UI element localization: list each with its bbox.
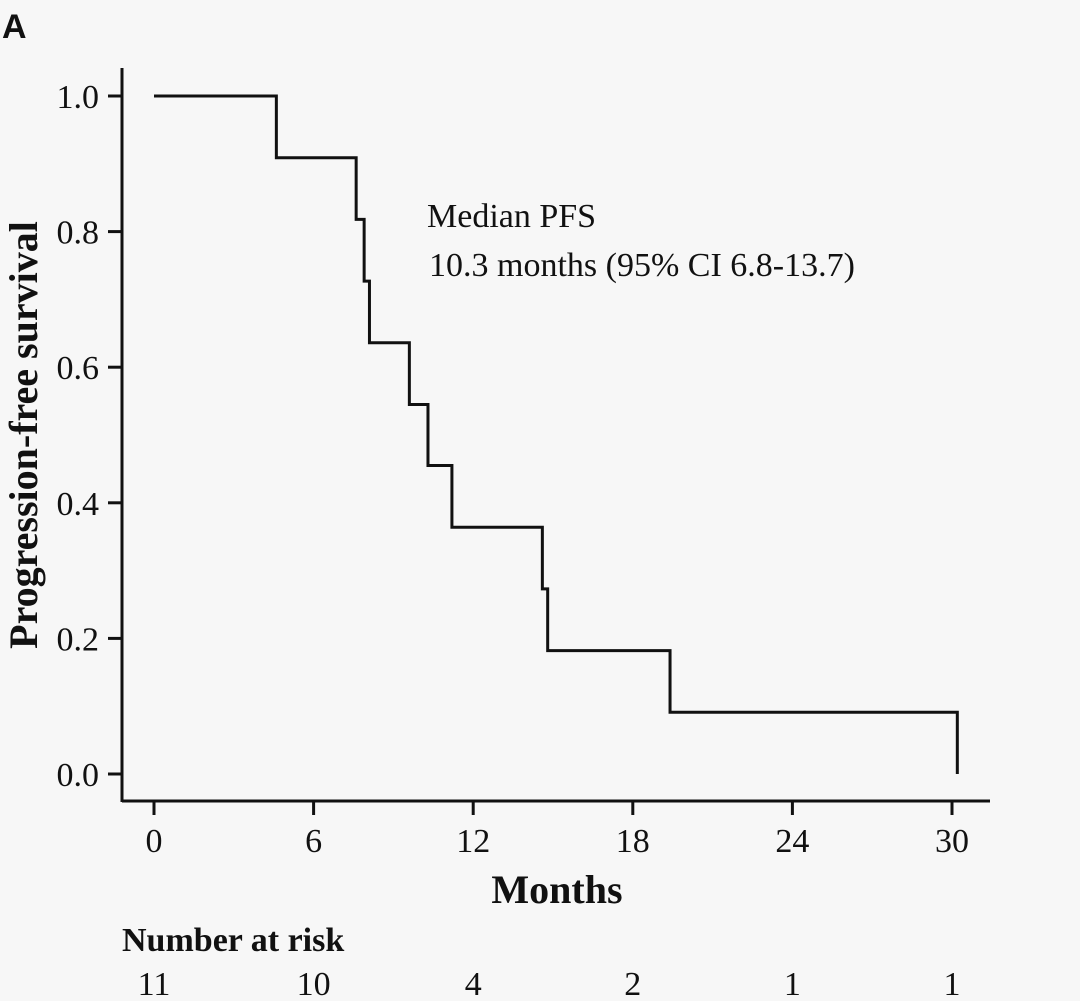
x-tick-label: 6 — [305, 823, 322, 860]
y-tick-label: 0.0 — [57, 757, 100, 794]
axes — [120, 68, 990, 803]
risk-value: 2 — [624, 966, 641, 1001]
panel-label: A — [2, 8, 27, 46]
y-axis-title: Progression-free survival — [1, 221, 46, 649]
risk-value: 10 — [297, 966, 331, 1001]
y-tick-label: 1.0 — [57, 79, 100, 116]
risk-values: 11 10 4 2 1 1 — [138, 966, 961, 1001]
x-tick-label: 0 — [146, 823, 163, 860]
risk-value: 4 — [465, 966, 482, 1001]
x-tick-label: 24 — [775, 823, 809, 860]
x-axis-title: Months — [491, 867, 622, 912]
annotation-line-1: Median PFS — [427, 198, 596, 235]
ticks: 0.0 0.2 0.4 0.6 0.8 1.0 0 6 12 18 24 30 — [57, 79, 970, 860]
risk-value: 1 — [944, 966, 961, 1001]
risk-table-title: Number at risk — [122, 922, 344, 959]
y-tick-label: 0.4 — [57, 486, 100, 523]
risk-value: 1 — [784, 966, 801, 1001]
y-axis-title-group: Progression-free survival — [1, 221, 46, 649]
x-tick-label: 30 — [935, 823, 969, 860]
risk-value: 11 — [138, 966, 171, 1001]
y-tick-label: 0.8 — [57, 215, 100, 252]
x-tick-label: 12 — [456, 823, 490, 860]
annotation-line-2: 10.3 months (95% CI 6.8-13.7) — [429, 247, 855, 284]
km-curve — [154, 94, 959, 774]
y-tick-label: 0.6 — [57, 350, 100, 387]
y-tick-label: 0.2 — [57, 621, 100, 658]
x-tick-label: 18 — [616, 823, 650, 860]
